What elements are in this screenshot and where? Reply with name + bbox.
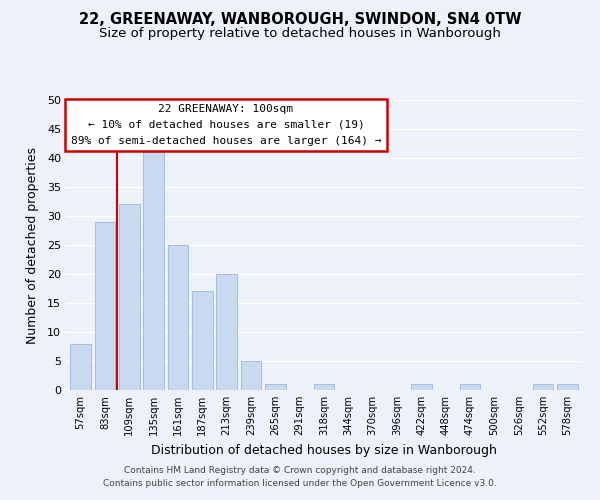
Bar (95, 222, 115, 390)
Text: 22 GREENAWAY: 100sqm
← 10% of detached houses are smaller (19)
89% of semi-detac: 22 GREENAWAY: 100sqm ← 10% of detached h… (71, 104, 381, 146)
Bar (216, 274, 237, 390)
X-axis label: Distribution of detached houses by size in Wanborough: Distribution of detached houses by size … (151, 444, 497, 456)
Bar (314, 384, 334, 390)
Bar (167, 245, 188, 390)
Bar (70, 344, 91, 390)
Bar (143, 152, 164, 390)
Bar (460, 384, 481, 390)
Text: Size of property relative to detached houses in Wanborough: Size of property relative to detached ho… (99, 28, 501, 40)
Text: Contains HM Land Registry data © Crown copyright and database right 2024.
Contai: Contains HM Land Registry data © Crown c… (103, 466, 497, 487)
Bar (557, 384, 578, 390)
Bar (533, 384, 553, 390)
Bar (241, 361, 262, 390)
Bar (119, 204, 140, 390)
Y-axis label: Number of detached properties: Number of detached properties (26, 146, 38, 344)
Bar (192, 292, 212, 390)
Bar (411, 384, 432, 390)
Bar (265, 384, 286, 390)
Text: 22, GREENAWAY, WANBOROUGH, SWINDON, SN4 0TW: 22, GREENAWAY, WANBOROUGH, SWINDON, SN4 … (79, 12, 521, 28)
